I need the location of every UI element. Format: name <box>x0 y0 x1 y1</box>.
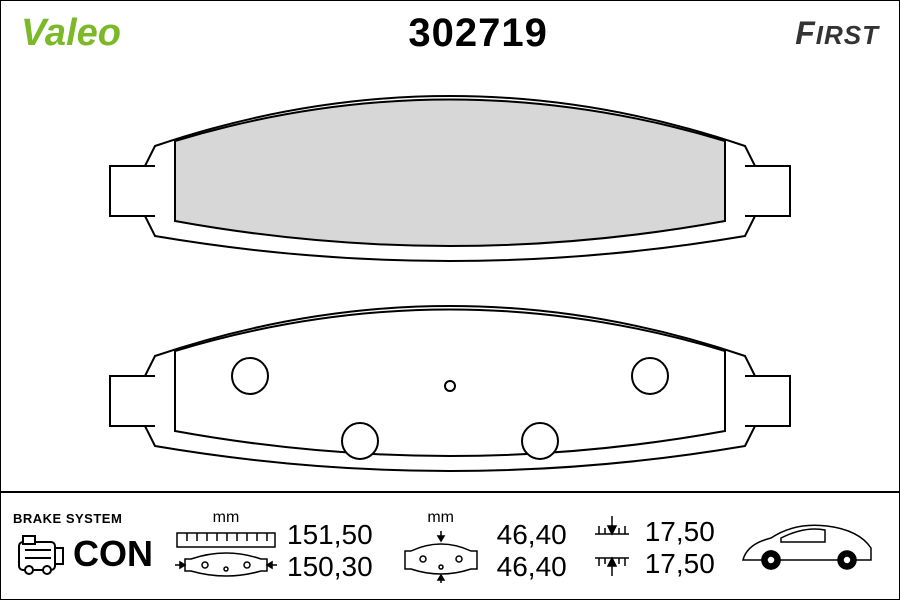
width-ruler-icon <box>171 529 281 583</box>
thickness-top-value: 17,50 <box>645 516 715 548</box>
width-bottom-value: 150,30 <box>287 551 373 583</box>
brake-system-block: BRAKE SYSTEM CON <box>13 511 153 582</box>
footer: BRAKE SYSTEM CON mm <box>1 491 899 599</box>
header: Valeo 302719 FIRST <box>1 1 899 61</box>
thickness-icon <box>585 512 639 580</box>
width-dimension: mm <box>171 509 373 583</box>
valeo-logo: Valeo <box>21 11 161 55</box>
part-number: 302719 <box>408 11 547 56</box>
thickness-bottom-value: 17,50 <box>645 548 715 580</box>
brake-system-label: BRAKE SYSTEM <box>13 511 153 526</box>
caliper-icon <box>13 528 67 582</box>
height-bottom-value: 46,40 <box>497 551 567 583</box>
first-logo: FIRST <box>795 15 879 52</box>
drawing-area <box>1 61 899 491</box>
height-dimension: mm 46,40 46,40 <box>391 509 567 583</box>
car-icon <box>737 514 877 579</box>
svg-text:Valeo: Valeo <box>21 12 121 54</box>
width-top-value: 151,50 <box>287 519 373 551</box>
brake-pad-drawing <box>40 66 860 486</box>
width-unit: mm <box>213 509 240 527</box>
thickness-dimension: 17,50 17,50 <box>585 512 715 580</box>
height-top-value: 46,40 <box>497 519 567 551</box>
height-unit: mm <box>427 509 454 527</box>
height-icon <box>391 529 491 583</box>
brake-system-type: CON <box>73 534 153 574</box>
